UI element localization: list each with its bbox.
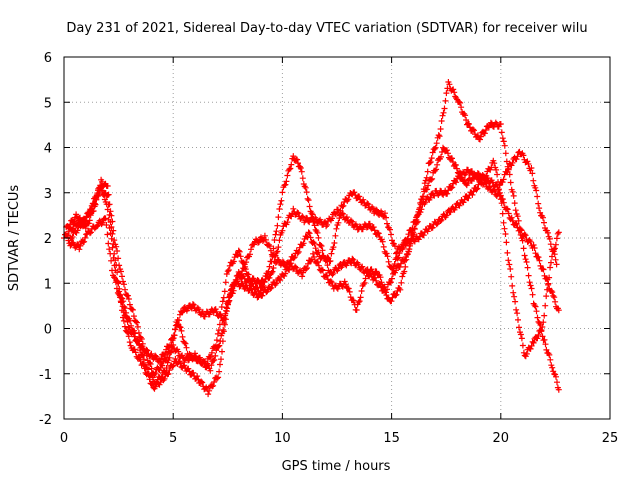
x-tick-label: 5 (169, 431, 177, 446)
x-axis-label: GPS time / hours (282, 459, 391, 474)
axis-ticks: 0 5 10 15 20 25 -2 -1 0 1 2 3 4 5 6 (39, 51, 618, 446)
series-track-1 (61, 166, 562, 378)
series-points (67, 144, 560, 398)
x-tick-label: 0 (60, 431, 68, 446)
y-tick-label: -2 (39, 413, 52, 428)
y-tick-label: 0 (44, 323, 52, 338)
y-tick-label: 5 (44, 96, 52, 111)
y-tick-label: 3 (44, 187, 52, 202)
series-points (61, 166, 562, 378)
y-tick-label: 2 (44, 232, 52, 247)
x-tick-label: 10 (274, 431, 291, 446)
x-tick-label: 25 (602, 431, 619, 446)
y-tick-label: -1 (39, 368, 52, 383)
y-tick-label: 1 (44, 277, 52, 292)
y-tick-label: 6 (44, 51, 52, 66)
x-tick-label: 20 (493, 431, 510, 446)
series-track-4 (67, 144, 560, 398)
y-tick-label: 4 (44, 142, 52, 157)
chart-title: Day 231 of 2021, Sidereal Day-to-day VTE… (66, 21, 587, 36)
y-axis-label: SDTVAR / TECUs (7, 185, 22, 292)
x-tick-label: 15 (383, 431, 400, 446)
